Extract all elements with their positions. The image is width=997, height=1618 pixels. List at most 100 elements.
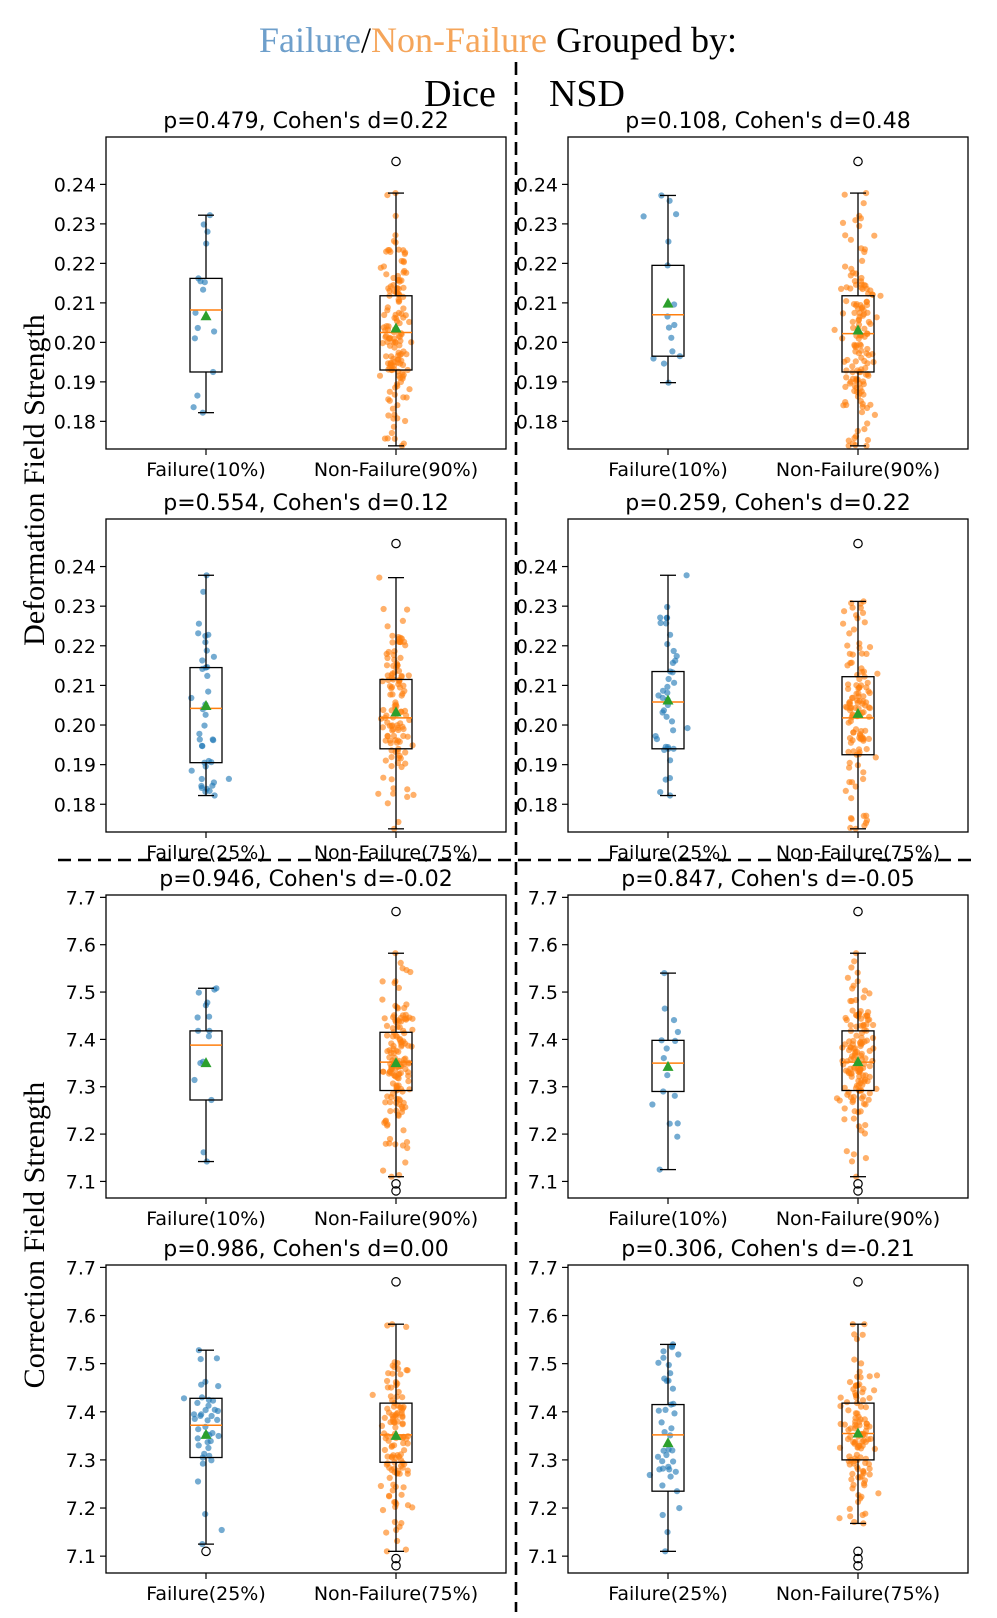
data-point: [870, 1021, 877, 1029]
data-point: [380, 1068, 387, 1075]
outlier-point: [201, 1546, 211, 1557]
panel-5: p=0.946, Cohen's d=-0.02 7.1 7.2 7.3 7.4 7.5 7…: [66, 867, 507, 1230]
data-point: [211, 328, 218, 335]
data-point: [841, 191, 848, 198]
data-point: [864, 437, 872, 444]
data-point: [205, 1402, 212, 1409]
mean-marker: [200, 310, 212, 321]
data-point: [204, 1417, 211, 1424]
plot-frame: [567, 136, 969, 450]
data-point: [380, 774, 387, 781]
data-point: [851, 382, 858, 389]
data-point: [866, 1090, 873, 1097]
data-point: [387, 1393, 394, 1400]
data-point: [406, 386, 413, 393]
data-point: [194, 324, 201, 332]
data-point: [198, 775, 205, 783]
data-point: [849, 694, 856, 702]
data-point: [396, 1024, 403, 1031]
data-point: [849, 363, 856, 370]
data-point: [389, 1370, 396, 1377]
data-point: [215, 1383, 222, 1390]
data-point: [384, 435, 391, 442]
data-point: [402, 749, 409, 756]
data-point: [659, 1482, 666, 1489]
data-point: [392, 737, 399, 744]
y-tick-label: 7.6: [528, 1306, 558, 1328]
data-point: [863, 684, 870, 691]
data-point: [839, 219, 847, 226]
data-point: [392, 1032, 399, 1039]
iqr-box: [189, 1397, 223, 1459]
mean-marker: [200, 1428, 212, 1439]
data-point: [388, 672, 395, 679]
data-point: [390, 1403, 398, 1410]
data-point: [384, 1377, 391, 1385]
data-point: [846, 1461, 853, 1468]
panel-3: p=0.554, Cohen's d=0.12 0.18 0.19 0.20 0.21 0…: [54, 491, 507, 864]
panel-title: p=0.946, Cohen's d=-0.02: [159, 867, 452, 892]
iqr-box: [189, 277, 223, 373]
panel-7: p=0.986, Cohen's d=0.00 7.1 7.2 7.3 7.4 7.5 7.…: [66, 1237, 507, 1605]
data-point: [857, 1495, 864, 1502]
data-point: [396, 1070, 403, 1077]
data-point: [862, 1510, 869, 1517]
y-tick-label: 0.21: [54, 293, 96, 315]
y-tick-label: 7.2: [528, 1498, 558, 1520]
data-point: [391, 648, 398, 655]
outlier-point: [391, 1277, 401, 1287]
y-tick-label: 7.2: [66, 1124, 96, 1146]
data-point: [857, 1454, 864, 1461]
nonfailure-series: [376, 156, 415, 449]
data-point: [843, 374, 850, 381]
data-point: [862, 1155, 870, 1162]
data-point: [400, 314, 407, 321]
data-point: [857, 385, 864, 392]
y-tick-label: 7.2: [528, 1124, 558, 1146]
failure-series: [188, 572, 232, 799]
data-point: [859, 1397, 867, 1404]
iqr-box: [189, 666, 223, 764]
data-point: [659, 1458, 666, 1465]
data-point: [862, 819, 870, 827]
data-point: [195, 630, 202, 637]
y-tick-label: 0.20: [516, 715, 558, 737]
data-point: [205, 1444, 212, 1452]
data-point: [664, 1072, 671, 1079]
data-point: [863, 190, 870, 197]
data-point: [388, 1466, 395, 1474]
data-point: [858, 1360, 865, 1367]
data-point: [390, 785, 397, 792]
data-point: [388, 685, 395, 692]
y-tick-label: 0.20: [516, 332, 558, 354]
data-point: [867, 401, 874, 408]
data-point: [199, 657, 206, 664]
data-point: [847, 236, 855, 243]
data-point: [397, 360, 404, 367]
data-point: [855, 746, 863, 753]
data-point: [403, 1001, 410, 1008]
data-point: [393, 703, 400, 710]
data-point: [657, 614, 664, 621]
x-tick-label: Non-Failure(75%): [314, 842, 478, 864]
data-point: [384, 623, 391, 630]
y-tick-label: 0.20: [54, 332, 96, 354]
data-point: [866, 705, 874, 712]
data-point: [211, 1406, 218, 1413]
data-point: [410, 791, 417, 799]
data-point: [846, 779, 853, 786]
data-point: [200, 1149, 207, 1156]
data-point: [401, 1040, 409, 1047]
data-point: [400, 1440, 407, 1447]
mean-marker: [662, 1437, 674, 1448]
y-tick-label: 7.4: [66, 1402, 96, 1424]
data-point: [848, 795, 855, 802]
panel-2: p=0.108, Cohen's d=0.48 0.18 0.19 0.20 0.21 0…: [516, 109, 969, 481]
data-point: [398, 763, 405, 771]
data-point: [865, 1009, 872, 1016]
data-point: [389, 639, 396, 646]
data-point: [665, 1446, 672, 1453]
data-point: [839, 310, 847, 317]
y-tick-label: 0.23: [516, 596, 558, 618]
panel-title: p=0.259, Cohen's d=0.22: [625, 491, 911, 516]
